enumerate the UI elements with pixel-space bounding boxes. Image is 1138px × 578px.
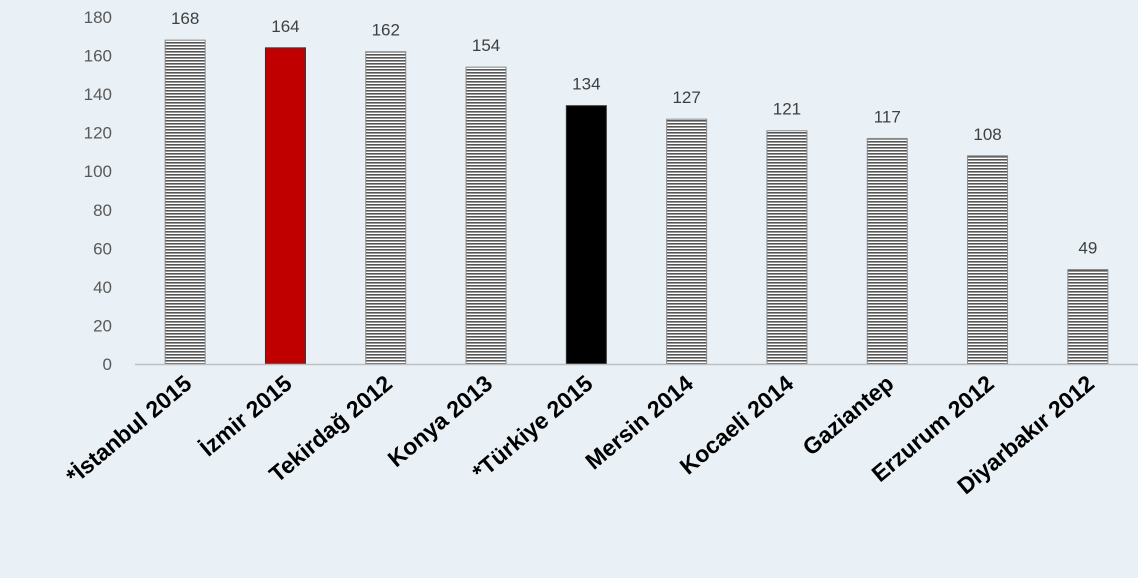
y-tick-label: 60 <box>93 239 112 258</box>
y-tick-label: 160 <box>84 47 112 66</box>
data-label: 117 <box>874 107 901 126</box>
data-label: 164 <box>271 17 299 36</box>
data-label: 49 <box>1078 239 1097 258</box>
y-tick-label: 100 <box>84 162 112 181</box>
bar <box>766 130 808 365</box>
bar <box>164 39 206 365</box>
data-label: 154 <box>472 36 500 55</box>
y-tick-label: 0 <box>103 355 112 374</box>
bar <box>967 155 1009 365</box>
data-label: 108 <box>973 125 1001 144</box>
bars <box>164 39 1109 365</box>
bar <box>264 47 306 365</box>
bar <box>866 137 908 365</box>
y-tick-label: 140 <box>84 85 112 104</box>
bar <box>1067 269 1109 365</box>
data-label: 121 <box>773 100 801 119</box>
bar <box>666 118 708 365</box>
data-labels: 168 164 162 154 134 127 121 117 108 49 <box>171 9 1097 257</box>
y-tick-label: 120 <box>84 124 112 143</box>
data-label: 168 <box>171 9 199 28</box>
bar <box>365 51 407 365</box>
y-tick-label: 40 <box>93 278 112 297</box>
y-tick-label: 20 <box>93 316 112 335</box>
data-label: 127 <box>672 88 700 107</box>
y-axis: 0 20 40 60 80 100 120 140 160 180 <box>84 8 112 374</box>
category-label: *İstanbul 2015 <box>61 370 196 489</box>
y-tick-label: 180 <box>84 8 112 27</box>
data-label: 134 <box>572 75 600 94</box>
bar <box>565 105 607 365</box>
category-label: Gaziantep <box>798 370 899 461</box>
y-tick-label: 80 <box>93 201 112 220</box>
category-label: İzmir 2015 <box>195 370 297 462</box>
data-label: 162 <box>372 21 400 40</box>
bar <box>465 66 507 365</box>
